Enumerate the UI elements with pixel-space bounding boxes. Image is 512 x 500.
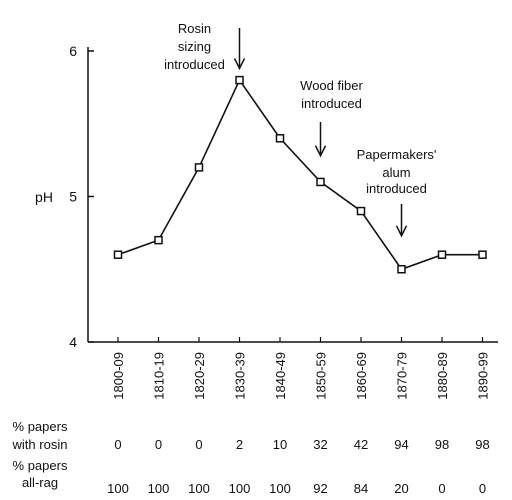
data-point [235,75,244,85]
data-point [113,250,123,259]
annotation-layer: Rosin sizing introduced Wood fiber introduce… [164,21,437,238]
y-tick-label: 5 [69,189,77,205]
row-value: 10 [273,437,287,452]
marker-layer [113,75,487,274]
category-label: 1810-19 [152,352,167,400]
category-label: 1800-09 [111,352,126,400]
data-point [275,134,285,143]
row-value: 100 [269,481,291,496]
series-line-layer [117,78,483,271]
annotation-text: sizing [178,39,211,54]
row-value: 92 [313,481,327,496]
data-point [356,206,366,216]
row-value: 0 [155,437,162,452]
row-value: 84 [354,481,368,496]
category-label: 1830-39 [233,352,248,400]
row-value: 0 [195,437,202,452]
category-label: 1820-29 [192,352,207,400]
row-label: all-rag [22,475,58,490]
data-point [397,265,406,274]
row-value: 98 [475,437,489,452]
row-value: 0 [438,481,445,496]
category-label: 1860-69 [354,352,369,400]
row-value: 42 [354,437,368,452]
category-label: 1840-49 [273,352,288,400]
row-value: 100 [188,481,210,496]
series-line [117,78,483,271]
annotation-text: Rosin [178,21,211,36]
category-label: 1850-59 [314,352,329,400]
row-value: 94 [394,437,408,452]
data-point [316,177,325,187]
annotation-text: introduced [301,96,362,111]
annotation-text: alum [382,165,410,180]
annotation-arrowhead [314,145,327,158]
category-label: 1880-89 [435,352,450,400]
annotation-text: Wood fiber [300,78,363,93]
row-value: 100 [107,481,129,496]
y-tick-label: 4 [69,334,77,350]
row-value: 2 [236,437,243,452]
annotation-arrowhead [233,58,246,71]
row-label: with rosin [12,437,68,452]
row-value: 100 [148,481,170,496]
data-point [194,163,204,172]
row-value: 20 [394,481,408,496]
annotation-text: introduced [164,57,225,72]
annotation-text: introduced [366,181,427,196]
annotation-arrowhead [395,225,408,238]
row-value: 98 [435,437,449,452]
row-value: 0 [479,481,486,496]
data-point [478,250,487,259]
row-value: 0 [114,437,121,452]
category-label: 1890-99 [476,352,491,400]
category-label-layer: 1800-09 1810-19 1820-29 1830-39 1840-49 1850-… [111,352,491,400]
data-point [437,250,447,259]
row-label: % papers [13,419,68,434]
row-value: 32 [313,437,327,452]
y-axis-label: pH [35,189,53,205]
axes: 4 5 6 pH [35,43,498,350]
row-label: % papers [13,458,68,473]
data-point [154,235,163,245]
y-tick-label: 6 [69,43,77,59]
category-label: 1870-79 [395,352,410,400]
annotation-text: Papermakers' [357,147,437,162]
row-value: 100 [229,481,251,496]
table-layer: % papers with rosin 0 0 0 2 10 32 42 94 98 98 % pape… [12,419,490,496]
